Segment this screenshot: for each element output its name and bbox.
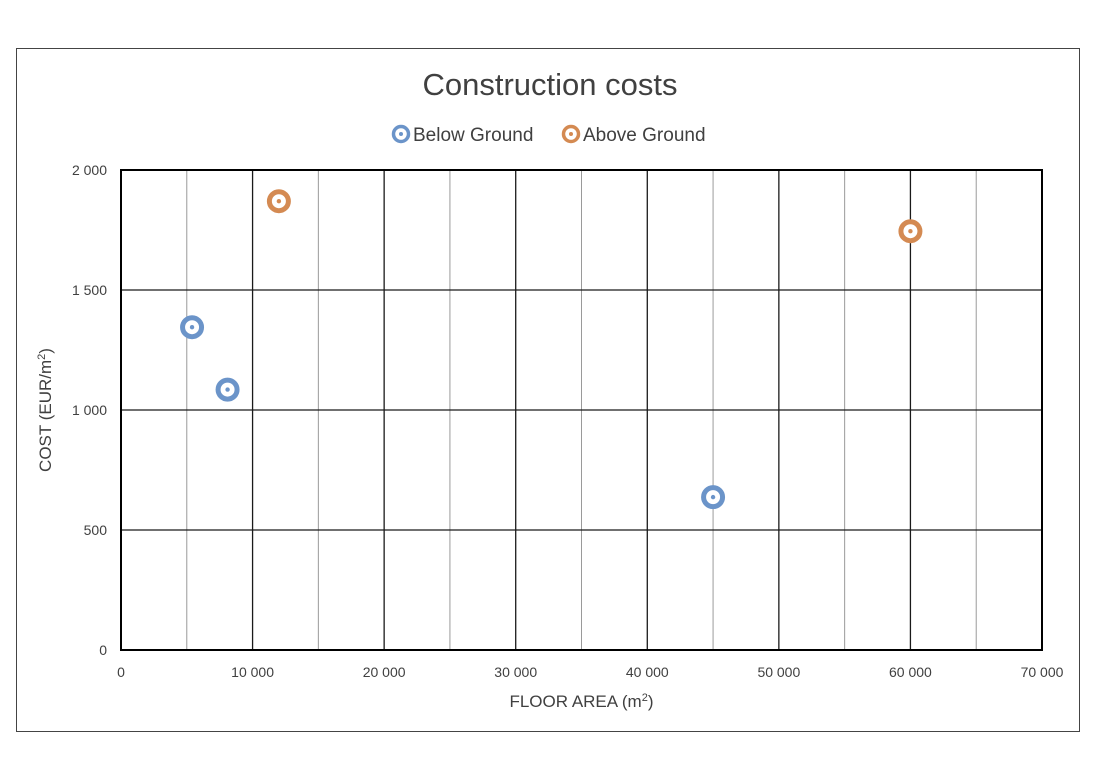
legend: Below Ground Above Ground [391, 124, 706, 146]
x-axis-label-text: FLOOR AREA (m [509, 692, 641, 711]
tick-labels: 0 10 000 20 000 30 000 40 000 50 000 60 000 70 … [72, 162, 1064, 680]
data-point-below-ground [215, 377, 240, 402]
data-point-above-ground [266, 189, 291, 214]
plot-area [120, 169, 1043, 651]
y-axis-label-sup: 2 [36, 354, 48, 360]
x-tick-label: 60 000 [889, 664, 932, 680]
data-point-above-ground [898, 219, 923, 244]
y-tick-label: 1 500 [72, 282, 107, 298]
legend-item: Below Ground [391, 124, 533, 146]
x-tick-label: 10 000 [231, 664, 274, 680]
legend-marker [391, 124, 411, 144]
y-tick-label: 0 [99, 642, 107, 658]
data-points [180, 189, 923, 510]
y-axis-label-text: COST (EUR/m [36, 360, 55, 472]
chart-title: Construction costs [423, 67, 678, 102]
x-axis-label-end: ) [648, 692, 654, 711]
x-tick-label: 50 000 [757, 664, 800, 680]
scatter-chart: Construction costs Below Ground Above Gro… [36, 67, 1064, 711]
y-tick-label: 2 000 [72, 162, 107, 178]
x-tick-label: 30 000 [494, 664, 537, 680]
y-axis-label: COST (EUR/m2) [36, 348, 55, 472]
x-tick-label: 20 000 [363, 664, 406, 680]
y-tick-label: 500 [84, 522, 108, 538]
data-point-below-ground [701, 485, 726, 510]
x-axis-label: FLOOR AREA (m2) [509, 692, 653, 711]
data-point-below-ground [180, 315, 205, 340]
x-tick-label: 0 [117, 664, 125, 680]
x-tick-label: 40 000 [626, 664, 669, 680]
legend-label: Below Ground [413, 125, 533, 146]
legend-item: Above Ground [561, 124, 706, 146]
legend-label: Above Ground [583, 125, 706, 146]
y-axis-label-end: ) [36, 348, 55, 354]
chart-area: Construction costs Below Ground Above Gro… [16, 48, 1080, 732]
x-axis-label-sup: 2 [642, 692, 648, 704]
y-tick-label: 1 000 [72, 402, 107, 418]
grid [121, 170, 1042, 650]
x-tick-label: 70 000 [1021, 664, 1064, 680]
legend-marker [561, 124, 581, 144]
